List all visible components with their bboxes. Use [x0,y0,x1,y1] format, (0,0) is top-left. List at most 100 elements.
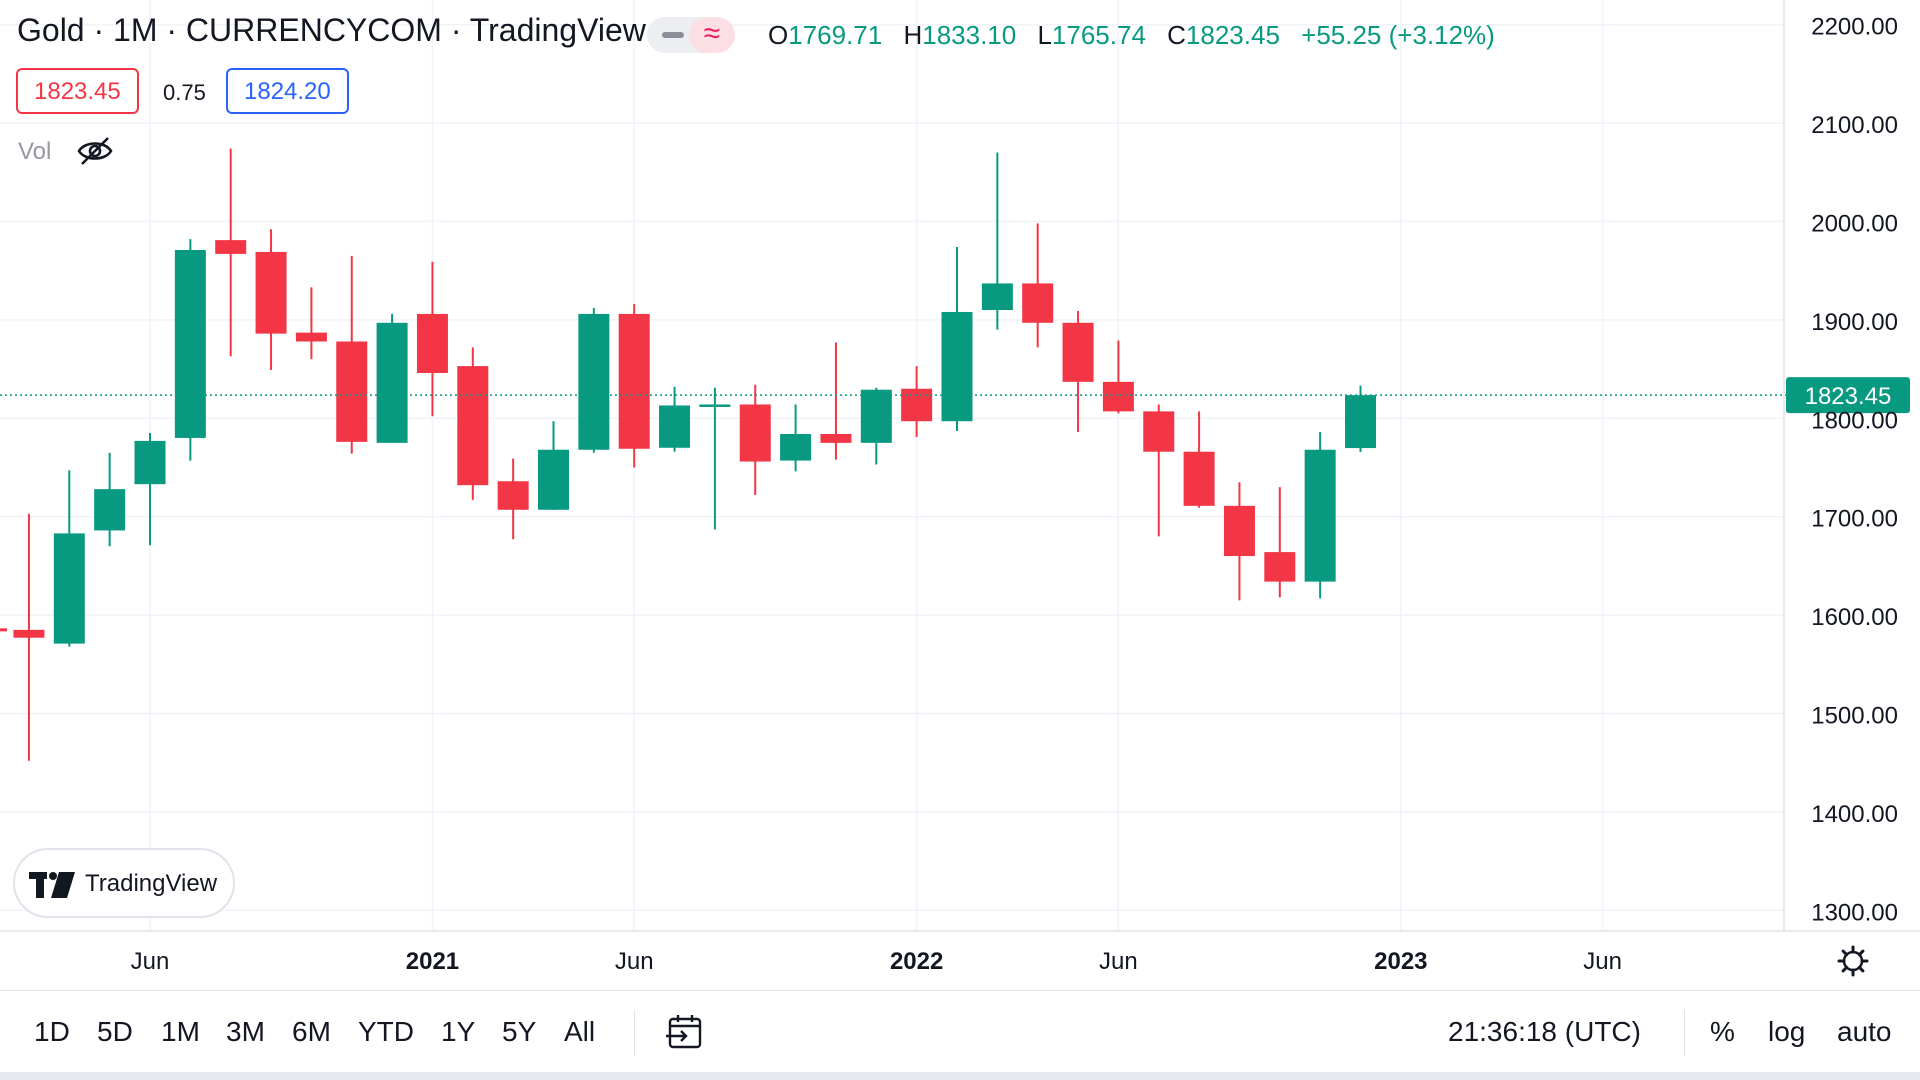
candle-body [215,240,247,254]
price-tick-label: 2200.00 [1811,14,1898,41]
candle-body [780,434,812,461]
close-label: C [1167,20,1186,50]
candle-body [255,251,287,334]
chart-title[interactable]: Gold · 1M · CURRENCYCOM · TradingView [17,12,646,48]
price-tick-label: 1300.00 [1811,899,1898,926]
candle-body [1223,505,1255,557]
tv-logo-text: TradingView [85,870,218,897]
candle-body [941,311,973,422]
buy-price-button[interactable]: 1824.20 [226,68,349,114]
ohlc-legend: O1769.71 H1833.10 L1765.74 C1823.45 +55.… [768,20,1509,51]
grid-lines [0,0,1784,930]
range-3m-button[interactable]: 3M [226,1016,265,1047]
last-price-label: 1823.45 [1805,383,1892,410]
low-value: 1765.74 [1051,20,1146,50]
auto-scale-button[interactable]: auto [1837,1016,1892,1047]
candle-body [699,404,731,407]
candle-body [1062,322,1094,382]
date-range-icon[interactable] [666,1014,706,1050]
percent-scale-button[interactable]: % [1710,1016,1735,1047]
range-ytd-button[interactable]: YTD [358,1016,414,1047]
eye-hidden-icon[interactable] [76,134,114,168]
low-label: L [1037,20,1052,50]
candle-body [739,404,771,462]
time-tick-label: Jun [1583,948,1622,975]
price-axis[interactable]: 2200.00 2100.00 2000.00 1900.00 1800.00 1700.… [1783,0,1898,931]
open-label: O [768,20,789,50]
change-value: +55.25 (+3.12%) [1301,20,1495,50]
candle-body [981,283,1013,310]
price-tick-label: 1400.00 [1811,801,1898,828]
tv-logo-icon [29,872,75,898]
candle-body [901,388,933,422]
sell-price-button[interactable]: 1823.45 [16,68,139,114]
candle-body [134,440,166,485]
candle-body [1264,552,1296,582]
candle-body [659,405,691,448]
candle-body [1304,449,1336,582]
close-value: 1823.45 [1185,20,1280,50]
price-chart[interactable]: 1823.45 2200.00 2100.00 2000.00 1900.00 1800… [0,0,1920,992]
settings-gear-icon[interactable] [1837,945,1869,977]
log-scale-button[interactable]: log [1768,1016,1806,1047]
candle-body [860,389,892,443]
last-price-line: 1823.45 [0,377,1910,414]
time-tick-label: 2022 [890,948,943,975]
spread-value: 0.75 [163,80,206,105]
time-tick-label: Jun [615,948,654,975]
price-tick-label: 1900.00 [1811,309,1898,336]
range-1y-button[interactable]: 1Y [441,1016,476,1047]
price-tick-label: 1500.00 [1811,702,1898,729]
volume-label[interactable]: Vol [18,138,52,165]
candle-body [53,533,85,644]
candle-body [94,489,126,531]
candle-body [376,322,408,443]
price-tick-label: 2000.00 [1811,210,1898,237]
high-label: H [903,20,923,50]
toolbar-separator [634,1010,635,1056]
price-tick-label: 1700.00 [1811,506,1898,533]
dash-icon[interactable] [662,32,684,38]
range-6m-button[interactable]: 6M [292,1016,331,1047]
candle-body [538,449,569,510]
candle-body [618,313,650,449]
price-tick-label: 1800.00 [1811,407,1898,434]
last-price-label-bg [1786,377,1910,414]
candle-body [1345,395,1376,449]
approx-icon[interactable]: ≈ [689,17,735,53]
candle-body [174,249,206,438]
time-tick-label: Jun [131,948,170,975]
time-axis[interactable]: Jun 2021 Jun 2022 Jun 2023 Jun [0,930,1920,977]
open-value: 1769.71 [788,20,883,50]
range-1m-button[interactable]: 1M [161,1016,200,1047]
candle-body [820,434,852,443]
candle-body [416,313,448,373]
tradingview-logo[interactable]: TradingView [13,848,235,918]
candle-body [295,332,327,342]
bottom-toolbar [0,990,1920,1076]
candle-body [1183,451,1215,506]
range-5y-button[interactable]: 5Y [502,1016,537,1047]
price-tick-label: 1600.00 [1811,604,1898,631]
chart-mode-toggle[interactable]: ≈ [647,17,735,53]
range-1d-button[interactable]: 1D [34,1016,70,1047]
candle-body [1022,283,1054,323]
candle-body [457,366,489,486]
bottom-strip [0,1072,1920,1080]
toolbar-separator [1684,1010,1685,1056]
candle-body [336,341,368,442]
range-5d-button[interactable]: 5D [97,1016,133,1047]
candles [0,148,1376,761]
range-all-button[interactable]: All [564,1016,596,1047]
candle-body [1143,411,1175,452]
candle-body [497,481,529,510]
price-tick-label: 2100.00 [1811,112,1898,139]
candle-body [13,629,45,638]
candle-body [578,313,610,450]
time-tick-label: Jun [1099,948,1138,975]
high-value: 1833.10 [922,20,1017,50]
time-tick-label: 2021 [406,948,459,975]
utc-clock[interactable]: 21:36:18 (UTC) [1448,1016,1641,1047]
candle-body [1102,381,1134,412]
time-tick-label: 2023 [1374,948,1427,975]
